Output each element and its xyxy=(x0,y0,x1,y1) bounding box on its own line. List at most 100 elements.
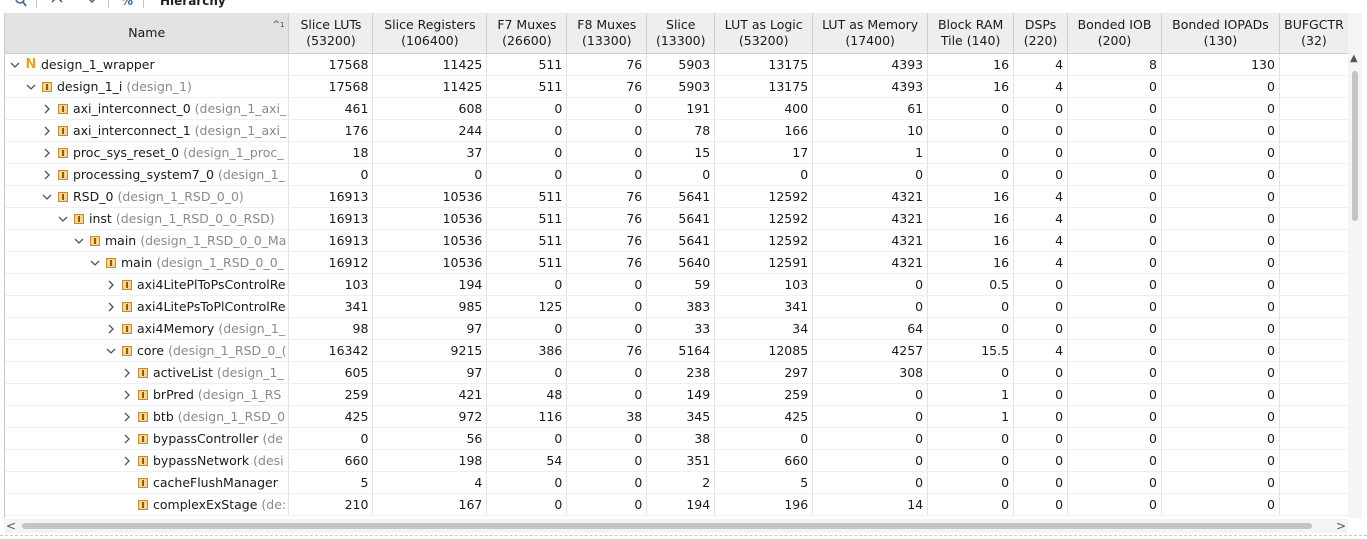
column-header-slice[interactable]: Slice (13300) xyxy=(646,13,716,54)
table-row[interactable]: main (design_1_RSD_0_0_Ma 16913 10536 511 76 5… xyxy=(5,229,1349,252)
hierarchy-cell[interactable]: axi4LitePlToPsControlRe xyxy=(5,273,290,296)
chevron-down-icon[interactable] xyxy=(39,193,55,201)
chevron-down-icon[interactable] xyxy=(55,215,71,223)
table-row[interactable]: RSD_0 (design_1_RSD_0_0) 16913 10536 511 76 56… xyxy=(5,185,1349,208)
chevron-right-icon[interactable] xyxy=(119,434,135,444)
expand-all-icon[interactable] xyxy=(83,0,101,10)
table-row[interactable]: axi_interconnect_1 (design_1_axi_ 176 244 0 0… xyxy=(5,119,1349,142)
hierarchy-cell[interactable]: design_1_i (design_1) xyxy=(5,75,290,98)
chevron-right-icon[interactable] xyxy=(119,456,135,466)
scroll-right-icon[interactable]: > xyxy=(1335,519,1346,533)
hierarchy-cell[interactable]: axi4LitePsToPlControlRe xyxy=(5,295,290,318)
column-header-bram[interactable]: Block RAM Tile (140) xyxy=(927,13,1015,54)
instance-icon xyxy=(121,345,133,357)
vertical-scroll-thumb[interactable] xyxy=(1352,71,1358,221)
chevron-down-icon[interactable] xyxy=(71,237,87,245)
hierarchy-cell[interactable]: axi_interconnect_1 (design_1_axi_ xyxy=(5,119,290,142)
hierarchy-cell[interactable]: complexExStage (de: xyxy=(5,493,290,516)
chevron-down-icon[interactable] xyxy=(7,61,23,69)
utilization-table: Name ^1 Slice LUTs (53200) Slice Registers (1… xyxy=(5,13,1349,516)
column-header-name[interactable]: Name ^1 xyxy=(5,13,290,54)
column-header-lut-mem[interactable]: LUT as Memory (17400) xyxy=(812,13,929,54)
table-row[interactable]: axi4LitePsToPlControlRe 341 985 125 0 383 341 0… xyxy=(5,295,1349,318)
hierarchy-cell[interactable]: RSD_0 (design_1_RSD_0_0) xyxy=(5,185,290,208)
vertical-scrollbar[interactable]: ▲ xyxy=(1348,13,1362,518)
column-header-slice-luts[interactable]: Slice LUTs (53200) xyxy=(288,13,374,54)
hierarchy-cell[interactable]: main (design_1_RSD_0_0_ xyxy=(5,251,290,274)
table-row[interactable]: bypassNetwork (desi 660 198 54 0 351 660 0 0 0 0 0 xyxy=(5,449,1349,472)
table-row[interactable]: design_1_i (design_1) 17568 11425 511 76 5903 1… xyxy=(5,75,1349,98)
hierarchy-cell[interactable]: axi4Memory (design_1_ xyxy=(5,317,290,340)
table-row[interactable]: cacheFlushManager 5 4 0 0 2 5 0 0 0 0 0 xyxy=(5,471,1349,494)
cell-bonded-iob: 0 xyxy=(1067,273,1162,296)
scroll-left-icon[interactable]: < xyxy=(6,519,17,533)
column-header-f8[interactable]: F8 Muxes (13300) xyxy=(566,13,648,54)
chevron-right-icon[interactable] xyxy=(39,104,55,114)
toolbar-separator xyxy=(36,0,37,8)
column-header-f7[interactable]: F7 Muxes (26600) xyxy=(486,13,568,54)
cell-slice-registers: 10536 xyxy=(372,207,488,230)
hierarchy-cell[interactable]: main (design_1_RSD_0_0_Ma xyxy=(5,229,290,252)
chevron-down-icon[interactable] xyxy=(103,347,119,355)
chevron-down-icon[interactable] xyxy=(23,83,39,91)
cell-f7: 511 xyxy=(486,229,568,252)
chevron-right-icon[interactable] xyxy=(103,324,119,334)
column-header-lut-logic[interactable]: LUT as Logic (53200) xyxy=(714,13,814,54)
hierarchy-cell[interactable]: bypassController (de xyxy=(5,427,290,450)
hierarchy-cell[interactable]: core (design_1_RSD_0_( xyxy=(5,339,290,362)
chevron-right-icon[interactable] xyxy=(119,412,135,422)
hierarchy-cell[interactable]: brPred (design_1_RS xyxy=(5,383,290,406)
module-definition: (design_1_RSD_0_( xyxy=(168,343,287,358)
scroll-up-icon[interactable]: ▲ xyxy=(1350,53,1358,64)
cell-bufgctrl xyxy=(1279,97,1349,120)
chevron-right-icon[interactable] xyxy=(39,126,55,136)
table-row[interactable]: processing_system7_0 (design_1_ 0 0 0 0 0 0 0 0 0 0… xyxy=(5,163,1349,186)
table-row[interactable]: complexExStage (de: 210 167 0 0 194 196 14 0 0 0 0 xyxy=(5,493,1349,516)
utilization-table-container[interactable]: Name ^1 Slice LUTs (53200) Slice Registers (1… xyxy=(4,13,1349,518)
search-icon[interactable] xyxy=(12,0,30,10)
percent-icon[interactable]: % xyxy=(120,0,134,8)
chevron-right-icon[interactable] xyxy=(119,368,135,378)
chevron-down-icon[interactable] xyxy=(87,259,103,267)
hierarchy-cell[interactable]: axi_interconnect_0 (design_1_axi_ xyxy=(5,97,290,120)
cell-bram: 16 xyxy=(927,75,1015,98)
hierarchy-cell[interactable]: proc_sys_reset_0 (design_1_proc_ xyxy=(5,141,290,164)
column-header-bonded-iopads[interactable]: Bonded IOPADs (130) xyxy=(1161,13,1280,54)
cell-dsps: 0 xyxy=(1013,317,1069,340)
chevron-right-icon[interactable] xyxy=(103,302,119,312)
table-row[interactable]: bypassController (de 0 56 0 0 38 0 0 0 0 0 0 xyxy=(5,427,1349,450)
table-row[interactable]: axi4Memory (design_1_ 98 97 0 0 33 34 64 0 0 0 0 xyxy=(5,317,1349,340)
column-header-bonded-iob[interactable]: Bonded IOB (200) xyxy=(1067,13,1162,54)
table-row[interactable]: core (design_1_RSD_0_(16342 9215 386 76 5164 1… xyxy=(5,339,1349,362)
hierarchy-cell[interactable]: bypassNetwork (desi xyxy=(5,449,290,472)
collapse-all-icon[interactable] xyxy=(48,0,66,10)
cell-slice-registers: 10536 xyxy=(372,251,488,274)
horizontal-scroll-thumb[interactable] xyxy=(22,523,1312,529)
hierarchy-cell[interactable]: inst (design_1_RSD_0_0_RSD) xyxy=(5,207,290,230)
hierarchy-cell[interactable]: btb (design_1_RSD_0 xyxy=(5,405,290,428)
chevron-right-icon[interactable] xyxy=(119,390,135,400)
column-header-slice-registers[interactable]: Slice Registers (106400) xyxy=(372,13,488,54)
table-row[interactable]: axi_interconnect_0 (design_1_axi_ 461 608 0 0… xyxy=(5,97,1349,120)
table-row[interactable]: btb (design_1_RSD_0 425 972 116 38 345 425 0 1 0 0 0 xyxy=(5,405,1349,428)
table-row[interactable]: main (design_1_RSD_0_0_ 16912 10536 511 76 564… xyxy=(5,251,1349,274)
column-header-dsps[interactable]: DSPs (220) xyxy=(1013,13,1069,54)
chevron-right-icon[interactable] xyxy=(39,170,55,180)
hierarchy-cell[interactable]: processing_system7_0 (design_1_ xyxy=(5,163,290,186)
cell-slice-registers: 4 xyxy=(372,471,488,494)
hierarchy-cell[interactable]: activeList (design_1_ xyxy=(5,361,290,384)
chevron-right-icon[interactable] xyxy=(39,148,55,158)
cell-bonded-iob: 0 xyxy=(1067,185,1162,208)
table-row[interactable]: activeList (design_1_ 605 97 0 0 238 297 308 0 0 0 0 xyxy=(5,361,1349,384)
hierarchy-cell[interactable]: cacheFlushManager xyxy=(5,471,290,494)
table-row[interactable]: inst (design_1_RSD_0_0_RSD) 16913 10536 511 7… xyxy=(5,207,1349,230)
table-row[interactable]: brPred (design_1_RS 259 421 48 0 149 259 0 1 0 0 0 xyxy=(5,383,1349,406)
horizontal-scrollbar[interactable]: < > xyxy=(4,519,1348,533)
column-header-bufgctrl[interactable]: BUFGCTR (32) xyxy=(1279,13,1349,54)
table-row[interactable]: proc_sys_reset_0 (design_1_proc_ 18 37 0 0 15 1… xyxy=(5,141,1349,164)
table-row[interactable]: axi4LitePlToPsControlRe 103 194 0 0 59 103 0 0.5… xyxy=(5,273,1349,296)
chevron-right-icon[interactable] xyxy=(103,280,119,290)
cell-f8: 0 xyxy=(566,361,648,384)
